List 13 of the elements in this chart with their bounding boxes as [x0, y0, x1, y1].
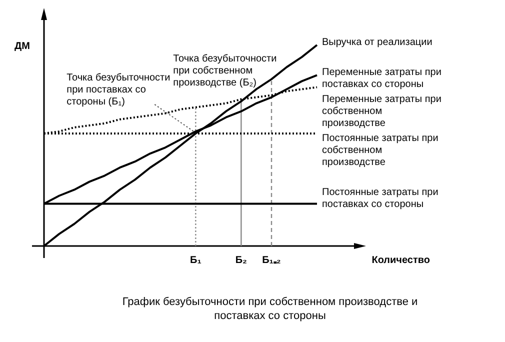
x-axis-title: Количество — [372, 255, 430, 266]
x-tick-label: Б₁₌₂ — [262, 255, 281, 266]
series-label: Выручка от реализации — [322, 37, 432, 48]
series-label: Постоянные затраты при поставках со стороны — [322, 186, 438, 210]
series-label: Переменные затраты при собственном производстве — [322, 94, 442, 130]
x-tick-label: Б₁ — [190, 255, 202, 266]
text: График безубыточности при собственном производстве и поставках со стороны — [122, 296, 418, 322]
y-axis-title: ДМ — [14, 41, 30, 52]
series-label: Переменные затраты при поставках со стороны — [322, 67, 442, 90]
annotation: Точка безубыточности при поставках со стороны (Б₁) — [66, 72, 170, 108]
x-tick-label: Б₂ — [235, 255, 247, 266]
series-label: Постоянные затраты при собственном производстве — [322, 133, 438, 168]
annotation: Точка безубыточности при собственном производстве (Б₂) — [173, 53, 277, 88]
